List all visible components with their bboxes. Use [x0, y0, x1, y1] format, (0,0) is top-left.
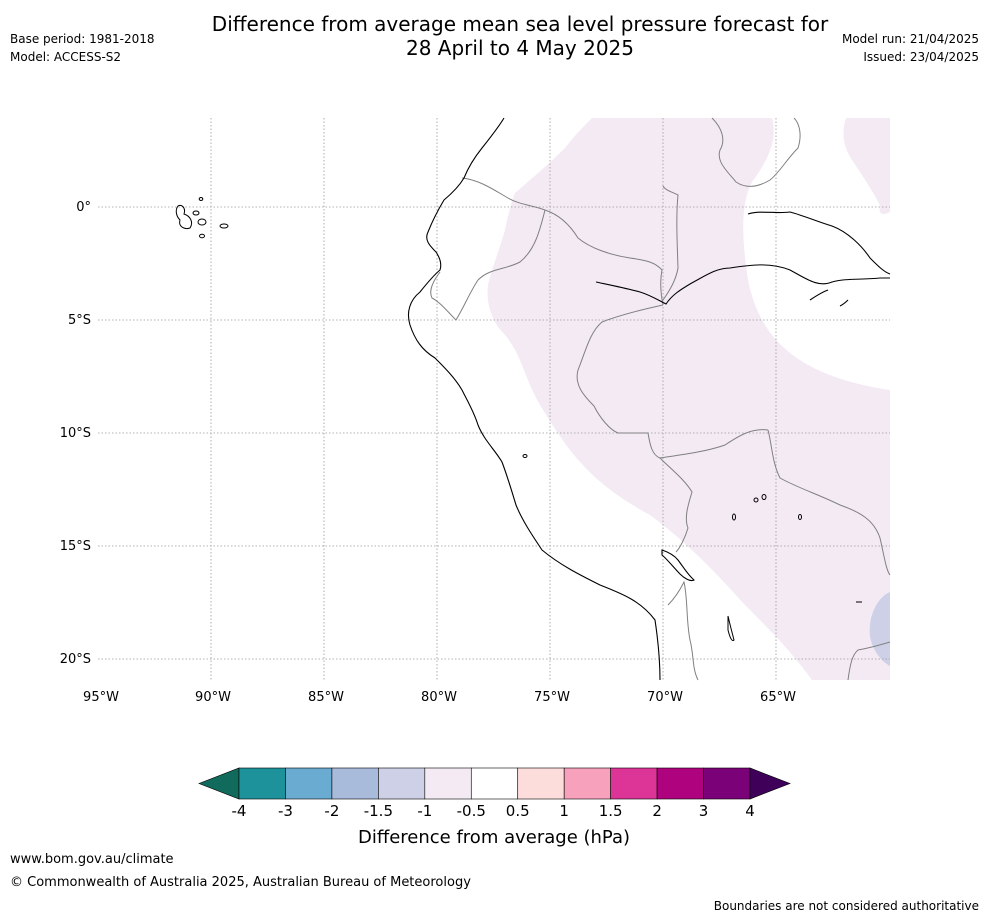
island-san-cristobal: [219, 223, 229, 229]
galapagos-islands: [175, 197, 229, 239]
colorbar-swatch: [331, 767, 379, 800]
colorbar-tick-label: 4: [745, 802, 755, 820]
copyright: © Commonwealth of Australia 2025, Austra…: [10, 875, 471, 890]
disclaimer: Boundaries are not considered authoritat…: [713, 899, 979, 913]
colorbar-tick-label: -0.5: [457, 802, 486, 820]
colorbar-tick-label: -4: [232, 802, 247, 820]
meta-right: Model run: 21/04/2025 Issued: 23/04/2025: [842, 30, 979, 66]
model-run: Model run: 21/04/2025: [841, 32, 979, 46]
border-peru-brazil: [576, 304, 769, 459]
colorbar-tick-label: -3: [278, 802, 293, 820]
colorbar-labels: -4 -3 -2 -1.5 -1 -0.5 0.5 1 1.5 2 3 4: [232, 802, 755, 820]
anomaly-region-negative: [869, 592, 890, 666]
colorbar-tick-label: 0.5: [506, 802, 530, 820]
colorbar-swatch: [610, 767, 658, 800]
lon-tick-label: 80°W: [421, 690, 457, 705]
lake-2: [732, 513, 736, 521]
lake-5: [798, 514, 802, 520]
lake-3: [753, 497, 759, 503]
anomaly-region-positive-ne: [843, 118, 890, 214]
lake-poopo: [727, 615, 735, 641]
lakes: [522, 454, 862, 641]
colorbar-swatch: [656, 767, 704, 800]
country-borders: [430, 117, 891, 681]
coast-lake-titicaca: [661, 549, 695, 582]
lon-tick-label: 65°W: [760, 690, 796, 705]
island-isabela: [175, 205, 193, 229]
colorbar-swatch: [703, 767, 751, 800]
map-title: Difference from average mean sea level p…: [160, 12, 880, 60]
map-panel: [98, 117, 891, 681]
model-name: Model: ACCESS-S2: [10, 50, 122, 64]
colorbar-swatch: [285, 767, 333, 800]
lat-tick-label: 0°: [76, 200, 91, 215]
border-colombia-ecuador: [461, 177, 546, 211]
colorbar-tick-label: 3: [699, 802, 709, 820]
lake-1: [522, 454, 528, 458]
lon-tick-label: 90°W: [195, 690, 231, 705]
coast-amazon-river: [595, 264, 890, 305]
meta-left: Base period: 1981-2018 Model: ACCESS-S2: [10, 30, 155, 66]
anomaly-region-positive: [487, 118, 890, 680]
colorbar-title: Difference from average (hPa): [358, 827, 630, 848]
issued-date: Issued: 23/04/2025: [863, 50, 979, 64]
coastlines: [407, 117, 891, 681]
title-line-2: 28 April to 4 May 2025: [406, 36, 634, 60]
colorbar-swatch: [378, 767, 426, 800]
border-venezuela-brazil: [711, 117, 801, 187]
island-pinta: [198, 197, 204, 201]
title-line-1: Difference from average mean sea level p…: [211, 12, 829, 36]
coast-pacific-south-america: [407, 117, 661, 681]
border-bolivia-brazil: [767, 429, 891, 576]
base-period: Base period: 1981-2018: [10, 32, 155, 46]
colorbar-swatch: [470, 767, 519, 800]
lon-tick-label: 75°W: [534, 690, 570, 705]
lat-tick-label: 15°S: [60, 539, 91, 554]
colorbar-tick-label: -1.5: [364, 802, 393, 820]
lake-4: [761, 494, 767, 500]
colorbar-tick-label: 1.5: [599, 802, 623, 820]
source-url: www.bom.gov.au/climate: [10, 852, 174, 867]
coast-amazon-tributary-north: [747, 211, 891, 275]
colorbar-extension-high: [749, 767, 791, 800]
colorbar-swatch: [424, 767, 472, 800]
colorbar-tick-label: -2: [324, 802, 339, 820]
border-chile-bolivia: [667, 580, 699, 681]
colorbar-tick-label: -1: [417, 802, 432, 820]
colorbar: -4 -3 -2 -1.5 -1 -0.5 0.5 1 1.5 2 3 4 Difference fr…: [198, 767, 791, 848]
border-colombia-venezuela-north: [662, 185, 679, 301]
island-floreana: [199, 233, 205, 239]
lon-tick-label: 95°W: [83, 690, 119, 705]
coast-amazon-islands: [809, 289, 849, 307]
border-ecuador-peru: [430, 209, 546, 321]
lat-tick-labels: 0° 5°S 10°S 15°S 20°S: [60, 200, 91, 667]
lat-tick-label: 5°S: [68, 313, 91, 328]
colorbar-extension-low: [198, 767, 240, 800]
colorbar-swatch: [238, 767, 286, 800]
lat-tick-label: 20°S: [60, 652, 91, 667]
lat-tick-label: 10°S: [60, 426, 91, 441]
colorbar-tick-label: 1: [559, 802, 569, 820]
border-colombia-peru: [544, 209, 664, 306]
colorbar-swatches: [198, 767, 791, 800]
border-peru-bolivia: [659, 457, 693, 553]
island-santiago: [192, 210, 200, 216]
island-santa-cruz: [197, 218, 207, 226]
lon-tick-labels: 95°W 90°W 85°W 80°W 75°W 70°W 65°W: [83, 690, 796, 705]
colorbar-swatch: [563, 767, 611, 800]
border-bolivia-paraguay: [847, 641, 891, 681]
colorbar-swatch: [517, 767, 565, 800]
lon-tick-label: 85°W: [308, 690, 344, 705]
graticule: [98, 118, 890, 680]
lon-tick-label: 70°W: [647, 690, 683, 705]
colorbar-tick-label: 2: [652, 802, 662, 820]
